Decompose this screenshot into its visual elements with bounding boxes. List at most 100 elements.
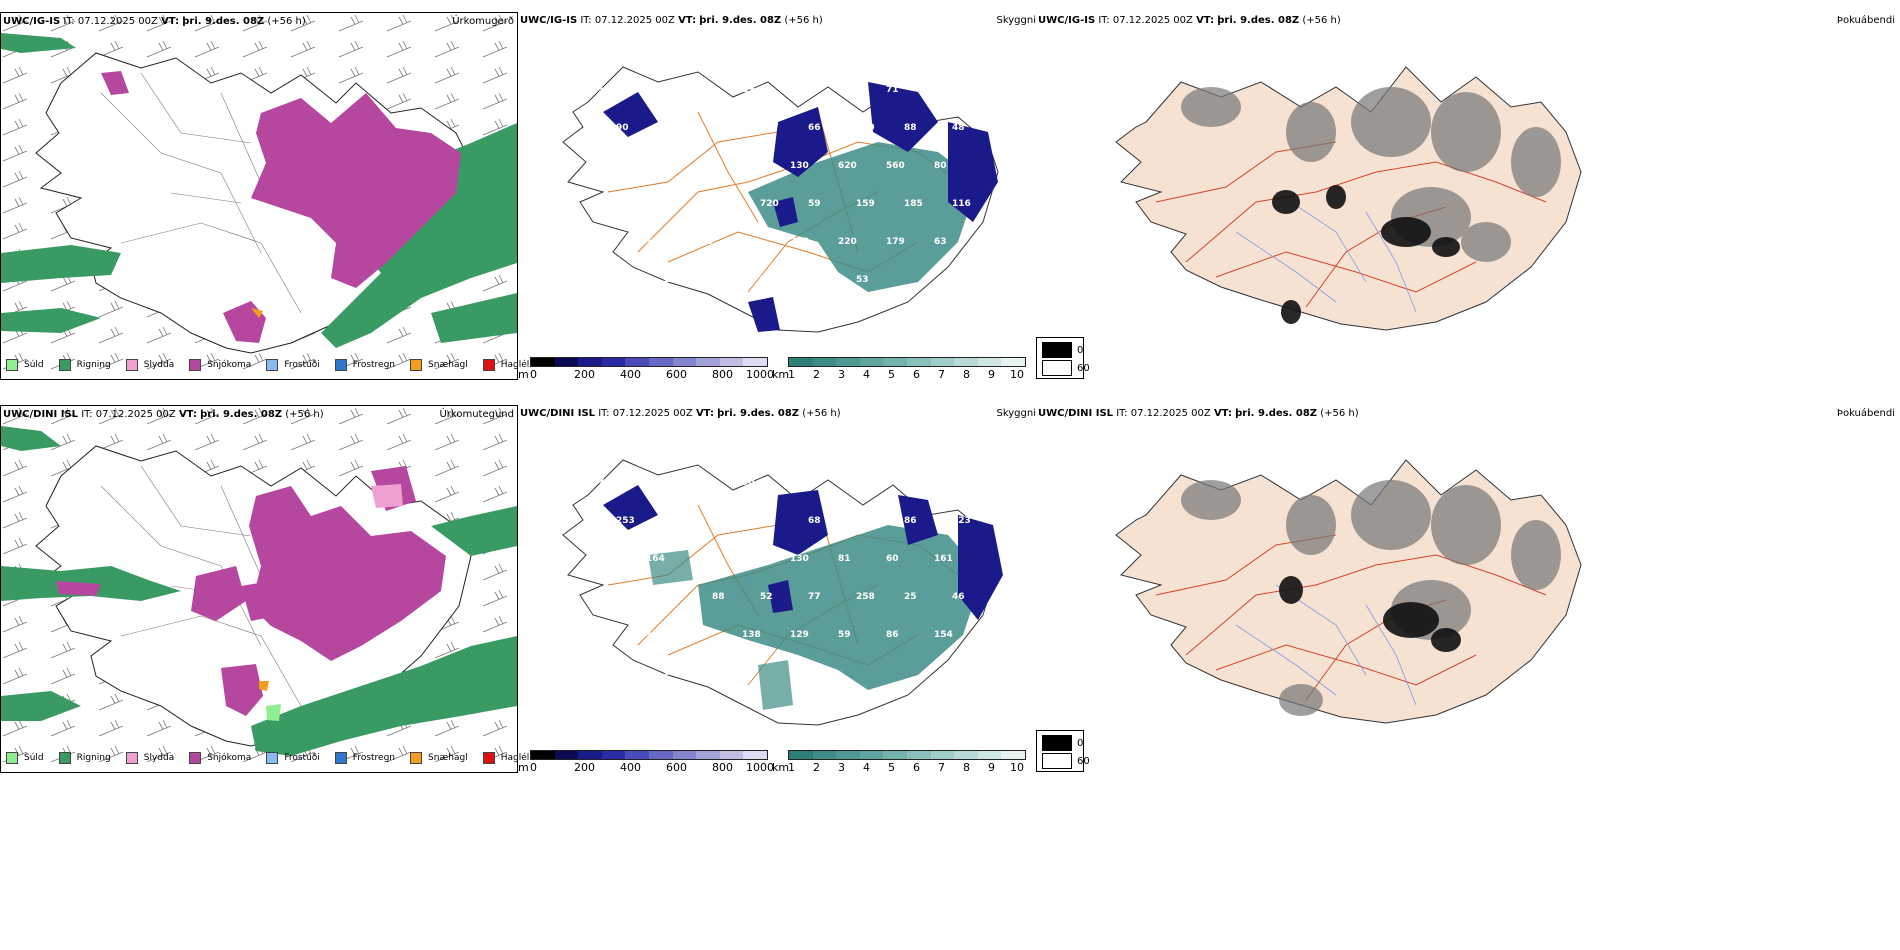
fog-panel-2: 0 60 UWC/DINI ISL IT: 07.12.2025 00Z VT:…: [1036, 405, 1900, 773]
cloud-base-label: 65: [664, 668, 677, 678]
fog-map-2: [1115, 459, 1582, 724]
cloud-base-label: 218: [790, 237, 809, 247]
cloud-base-label: 164: [646, 554, 665, 564]
visibility-bar: [788, 750, 1026, 760]
cloud-base-label: 110: [598, 161, 617, 171]
cloud-base-label: 178: [694, 237, 713, 247]
fog-right-label-2: Þokuábendi: [1836, 408, 1895, 419]
cloud-title-1: UWC/IG-IS IT: 07.12.2025 00Z VT: þri. 9.…: [520, 15, 823, 26]
cloud-base-label: 123: [616, 668, 635, 678]
cloud-base-label: 134: [742, 554, 761, 564]
cloud-map-2: 79 56 87 90 67 76 83 159 253 160 229 61 68 35 86 123 44 1…: [562, 459, 1003, 726]
cloud-base-label: 52: [760, 592, 773, 602]
cloud-base-label: 198: [646, 630, 665, 640]
cloud-base-label: 720: [760, 199, 779, 209]
cloud-base-label: 253: [616, 516, 635, 526]
cloud-base-label: 56: [646, 478, 659, 488]
visibility-unit: km: [772, 761, 790, 774]
cloud-base-label: 59: [838, 630, 851, 640]
cloud-base-label: 124: [616, 199, 635, 209]
fog-map-1: [1115, 66, 1582, 331]
cloud-base-label: 15: [646, 237, 659, 247]
cloud-base-label: 88: [712, 592, 725, 602]
cloud-base-label: 560: [886, 161, 905, 171]
cloud-base-label: 147: [664, 592, 683, 602]
fog-legend-1: 0 60: [1036, 337, 1090, 379]
precip-legend-1: Súld Rigning Slydda Snjókoma Frostúði Fr…: [6, 359, 529, 371]
cloud-base-label: 130: [790, 554, 809, 564]
legend-item: Snjókoma: [189, 752, 251, 764]
legend-item: Rigning: [58, 359, 111, 371]
cloud-title-2: UWC/DINI ISL IT: 07.12.2025 00Z VT: þri.…: [520, 408, 841, 419]
cloud-base-label: 56: [694, 630, 707, 640]
visibility-bar: [788, 357, 1026, 367]
precip-panel-1: UWC/IG-IS IT: 07.12.2025 00Z VT: þri. 9.…: [0, 12, 529, 380]
legend-item: Slydda: [125, 752, 174, 764]
cloud-base-label: 159: [856, 199, 875, 209]
cloud-base-label: 38: [694, 161, 707, 171]
cloud-base-label: 80: [934, 161, 947, 171]
precip-right-label-1: Úrkomugerð: [452, 16, 514, 27]
cloud-base-label: 116: [952, 199, 971, 209]
cloud-base-label: 181: [598, 630, 617, 640]
cloud-base-label: 86: [886, 630, 899, 640]
cloud-base-label: 49: [646, 85, 659, 95]
cloud-base-label: 179: [886, 237, 905, 247]
cloud-base-label: 176: [616, 275, 635, 285]
cloud-base-label: 77: [808, 592, 821, 602]
cloud-base-label: 61: [760, 516, 773, 526]
cloud-base-label: 55: [838, 85, 851, 95]
legend-item: Frostúði: [266, 359, 320, 371]
cloud-base-label: 118: [664, 123, 683, 133]
precip-right-label-2: Úrkomutegund: [439, 409, 514, 420]
ceiling-colorbar-2: m 0 200 400 600 800 1000: [518, 750, 774, 774]
cloud-base-label: 129: [646, 161, 665, 171]
cloud-base-label: 258: [856, 592, 875, 602]
cloud-base-label: 159: [934, 478, 953, 488]
precip-legend-2: Súld Rigning Slydda Snjókoma Frostúði Fr…: [6, 752, 529, 764]
cloud-base-label: 160: [664, 516, 683, 526]
precip-title-2: UWC/DINI ISL IT: 07.12.2025 00Z VT: þri.…: [3, 409, 324, 420]
legend-item: Slydda: [125, 359, 174, 371]
legend-item: Frostregn: [334, 359, 395, 371]
legend-item: Snjókoma: [189, 359, 251, 371]
legend-item: Frostúði: [266, 752, 320, 764]
cloud-base-label: 93: [616, 592, 629, 602]
cloud-base-label: 137: [760, 123, 779, 133]
cloud-base-label: 161: [934, 554, 953, 564]
cloud-base-label: 35: [856, 516, 869, 526]
cloud-map-1: 150 49 65 89 59 55 71 82 90 118 158 137 66 139 88 48 110…: [562, 66, 999, 333]
cloud-base-label: 90: [742, 478, 755, 488]
cloud-base-label: 46: [952, 592, 965, 602]
cloud-base-label: 86: [904, 516, 917, 526]
cloud-base-label: 150: [598, 85, 617, 95]
ceiling-bar: [530, 750, 768, 760]
legend-item: Frostregn: [334, 752, 395, 764]
fog-title-2: UWC/DINI ISL IT: 07.12.2025 00Z VT: þri.…: [1038, 408, 1359, 419]
cloud-base-label: 118: [808, 275, 827, 285]
cloud-base-label: 229: [712, 516, 731, 526]
cloud-base-label: 66: [808, 123, 821, 133]
cloud-base-label: 63: [934, 237, 947, 247]
cloud-base-label: 44: [598, 554, 611, 564]
fog-legend-row: 60: [1042, 360, 1090, 376]
cloud-panel-1: 150 49 65 89 59 55 71 82 90 118 158 137 66 139 88 48 110…: [518, 12, 1036, 381]
cloud-base-label: 81: [742, 237, 755, 247]
cloud-base-label: 90: [616, 123, 629, 133]
cloud-base-label: 79: [598, 478, 611, 488]
legend-item: Haglél: [482, 359, 529, 371]
fog-legend-row: 60: [1042, 753, 1090, 769]
cloud-base-label: 139: [856, 123, 875, 133]
cloud-base-label: 158: [712, 123, 731, 133]
cloud-base-label: 70: [712, 199, 725, 209]
visibility-ticks: 1 2 3 4 5 6 7 8 9 10: [788, 761, 1024, 774]
cloud-base-label: 263: [760, 275, 779, 285]
cloud-base-label: 138: [742, 630, 761, 640]
cloud-base-label: 53: [856, 275, 869, 285]
fog-title-1: UWC/IG-IS IT: 07.12.2025 00Z VT: þri. 9.…: [1038, 15, 1341, 26]
cloud-base-label: 25: [904, 592, 917, 602]
cloud-base-label: 130: [790, 161, 809, 171]
cloud-base-label: 59: [808, 199, 821, 209]
fog-legend-row: 0: [1042, 735, 1083, 751]
ceiling-unit: m: [518, 761, 529, 774]
